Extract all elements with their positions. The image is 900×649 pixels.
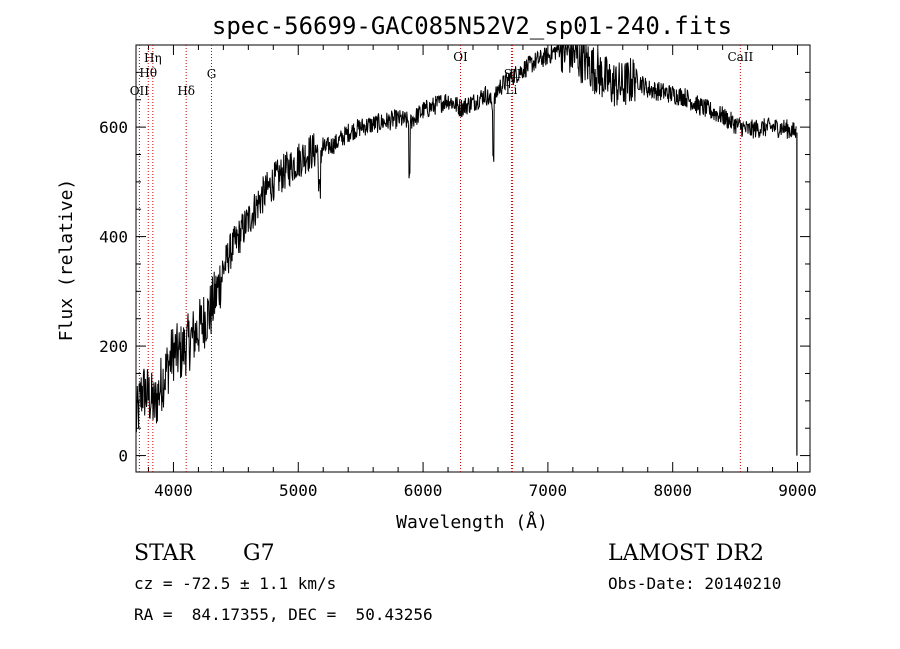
survey-name: LAMOST DR2 [608,541,764,566]
obs-date: Obs-Date: 20140210 [608,574,781,593]
axes-layer: 4000 5000 6000 7000 8000 9000 0 200 400 600 [99,45,817,500]
spectral-line-label: OII [130,84,150,98]
x-tick-label: 4000 [154,481,193,500]
x-tick-label: 9000 [778,481,817,500]
x-tick-label: 6000 [404,481,443,500]
spectral-line-label: G [207,67,217,81]
spectral-line-label: Li [506,83,518,97]
y-tick-label: 600 [99,118,128,137]
y-tick-label: 400 [99,228,128,247]
x-axis-label: Wavelength (Å) [396,511,548,533]
y-axis-label: Flux (relative) [56,179,77,342]
spectral-line-label: OI [453,50,468,64]
y-tick-label: 0 [118,447,128,466]
series-layer [135,44,798,456]
x-tick-label: 5000 [279,481,318,500]
spectral-line-label: CaII [727,50,753,64]
coordinates: RA = 84.17355, DEC = 50.43256 [134,605,433,624]
y-tick-label: 200 [99,337,128,356]
x-tick-label: 7000 [529,481,568,500]
object-class: STAR [134,541,196,566]
spectral-line-label: Hδ [177,84,195,98]
chart-title: spec-56699-GAC085N52V2_sp01-240.fits [212,12,732,40]
spectrum-line [135,44,797,433]
spectral-line-label: Hθ [139,66,157,80]
spectral-line-label: Hη [144,51,162,65]
object-subclass: G7 [243,541,275,566]
x-tick-label: 8000 [653,481,692,500]
redshift-text: cz = -72.5 ± 1.1 km/s [134,574,336,593]
